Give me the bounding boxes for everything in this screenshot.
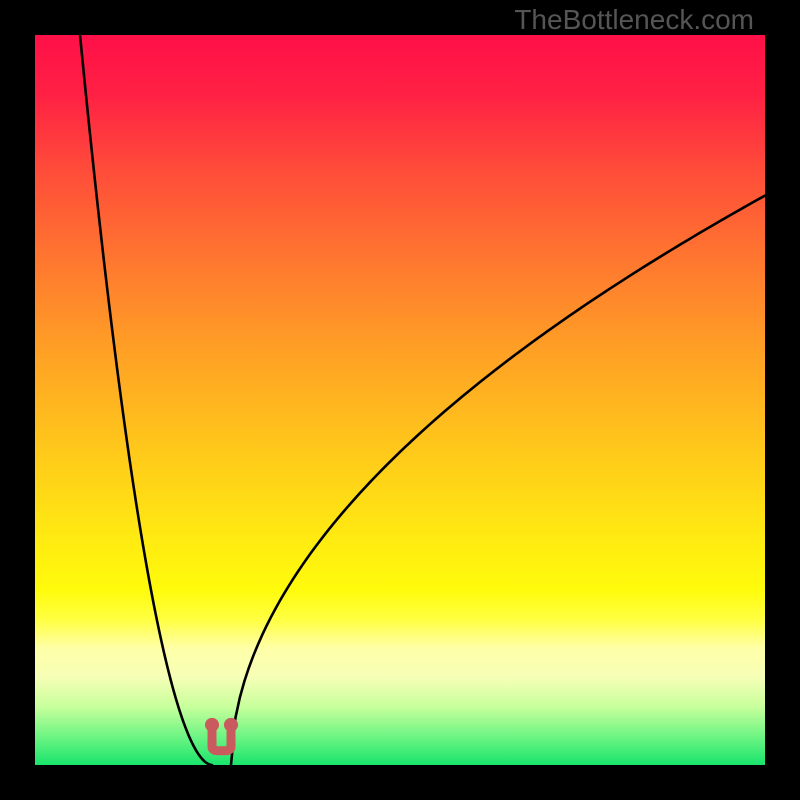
curve-left [80, 35, 212, 765]
curve-right [231, 196, 765, 765]
canvas: TheBottleneck.com [0, 0, 800, 800]
plot-area [35, 35, 765, 765]
marker-dot-left [205, 718, 219, 732]
watermark-text: TheBottleneck.com [514, 4, 754, 36]
marker-dot-right [224, 718, 238, 732]
chart-svg [35, 35, 765, 765]
